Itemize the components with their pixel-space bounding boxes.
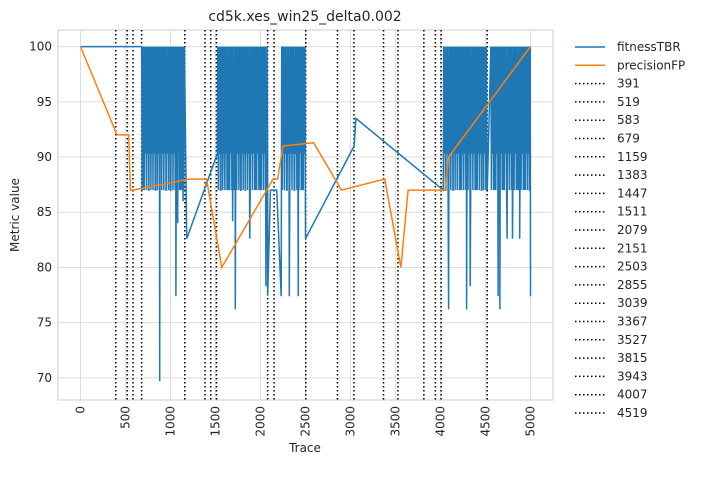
legend: fitnessTBR precisionFP 391 519 583 679 1159 138… xyxy=(575,40,685,420)
legend-entry: 2079 xyxy=(617,223,648,237)
chart-title: cd5k.xes_win25_delta0.002 xyxy=(208,9,401,25)
x-axis-ticks: 0 500 1000 1500 2000 2500 3000 3500 4000 4500 5000 xyxy=(74,406,538,437)
x-tick-label: 4000 xyxy=(434,406,448,437)
legend-entry: 1447 xyxy=(617,186,648,200)
legend-entry: 1159 xyxy=(617,150,648,164)
legend-entry: 391 xyxy=(617,77,640,91)
legend-entry: 1511 xyxy=(617,205,648,219)
y-axis-ticks: 70 75 80 85 90 95 100 xyxy=(29,40,52,385)
series-line-precisionFP xyxy=(79,46,532,270)
y-tick-label: 95 xyxy=(37,95,52,109)
legend-entry: 4519 xyxy=(617,406,648,420)
x-tick-label: 2000 xyxy=(254,406,268,437)
legend-entry: 3367 xyxy=(617,315,648,329)
legend-entry: 4007 xyxy=(617,388,648,402)
y-tick-label: 70 xyxy=(37,371,52,385)
x-axis-label: Trace xyxy=(288,441,321,455)
y-tick-label: 85 xyxy=(37,205,52,219)
x-tick-label: 3000 xyxy=(344,406,358,437)
legend-entry: 3039 xyxy=(617,296,648,310)
legend-entry: 3943 xyxy=(617,369,648,383)
x-tick-label: 0 xyxy=(74,406,88,414)
legend-entry: 519 xyxy=(617,95,640,109)
series-group xyxy=(79,45,532,382)
legend-entry: 679 xyxy=(617,132,640,146)
legend-entry: 3527 xyxy=(617,333,648,347)
legend-entry: 1383 xyxy=(617,168,648,182)
x-tick-label: 3500 xyxy=(389,406,403,437)
legend-entry: 2503 xyxy=(617,260,648,274)
change-point-lines xyxy=(114,30,488,400)
y-tick-label: 80 xyxy=(37,260,52,274)
y-tick-label: 75 xyxy=(37,316,52,330)
legend-entry: 2855 xyxy=(617,278,648,292)
legend-entry: 583 xyxy=(617,113,640,127)
y-tick-label: 100 xyxy=(29,40,52,54)
x-tick-label: 1000 xyxy=(164,406,178,437)
legend-entry: precisionFP xyxy=(617,58,685,72)
legend-entry: 3815 xyxy=(617,351,648,365)
x-tick-label: 2500 xyxy=(299,406,313,437)
x-tick-label: 5000 xyxy=(524,406,538,437)
legend-entry: fitnessTBR xyxy=(617,40,681,54)
y-axis-label: Metric value xyxy=(8,178,22,252)
legend-entry: 2151 xyxy=(617,241,648,255)
x-tick-label: 4500 xyxy=(479,406,493,437)
x-tick-label: 500 xyxy=(119,406,133,429)
series-line-fitnessTBR xyxy=(80,45,532,382)
y-tick-label: 90 xyxy=(37,150,52,164)
x-tick-label: 1500 xyxy=(209,406,223,437)
